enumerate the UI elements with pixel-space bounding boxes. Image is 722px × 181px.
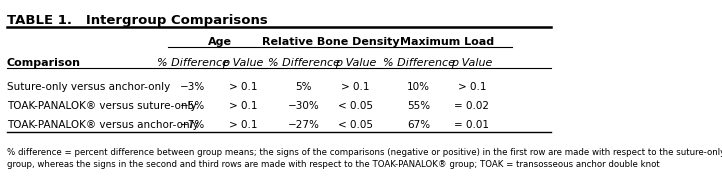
- Text: > 0.1: > 0.1: [229, 120, 257, 130]
- Text: 55%: 55%: [407, 101, 430, 111]
- Text: −30%: −30%: [288, 101, 320, 111]
- Text: p Value: p Value: [222, 58, 264, 68]
- Text: < 0.05: < 0.05: [338, 101, 373, 111]
- Text: −3%: −3%: [180, 83, 206, 92]
- Text: TABLE 1.   Intergroup Comparisons: TABLE 1. Intergroup Comparisons: [7, 14, 268, 27]
- Text: TOAK-PANALOK® versus anchor-only: TOAK-PANALOK® versus anchor-only: [7, 120, 199, 130]
- Text: % Difference: % Difference: [157, 58, 229, 68]
- Text: > 0.1: > 0.1: [458, 83, 486, 92]
- Text: = 0.02: = 0.02: [454, 101, 490, 111]
- Text: −7%: −7%: [180, 120, 206, 130]
- Text: % Difference: % Difference: [383, 58, 455, 68]
- Text: Comparison: Comparison: [7, 58, 81, 68]
- Text: 67%: 67%: [407, 120, 430, 130]
- Text: 5%: 5%: [295, 83, 312, 92]
- Text: Suture-only versus anchor-only: Suture-only versus anchor-only: [7, 83, 170, 92]
- Text: % difference = percent difference between group means; the signs of the comparis: % difference = percent difference betwee…: [7, 148, 722, 169]
- Text: Maximum Load: Maximum Load: [400, 37, 494, 47]
- Text: > 0.1: > 0.1: [229, 83, 257, 92]
- Text: < 0.05: < 0.05: [338, 120, 373, 130]
- Text: > 0.1: > 0.1: [229, 101, 257, 111]
- Text: −5%: −5%: [180, 101, 206, 111]
- Text: % Difference: % Difference: [268, 58, 340, 68]
- Text: p Value: p Value: [451, 58, 492, 68]
- Text: −27%: −27%: [288, 120, 320, 130]
- Text: Age: Age: [207, 37, 232, 47]
- Text: Relative Bone Density: Relative Bone Density: [262, 37, 400, 47]
- Text: > 0.1: > 0.1: [342, 83, 370, 92]
- Text: 10%: 10%: [407, 83, 430, 92]
- Text: = 0.01: = 0.01: [454, 120, 490, 130]
- Text: p Value: p Value: [335, 58, 376, 68]
- Text: TOAK-PANALOK® versus suture-only: TOAK-PANALOK® versus suture-only: [7, 101, 196, 111]
